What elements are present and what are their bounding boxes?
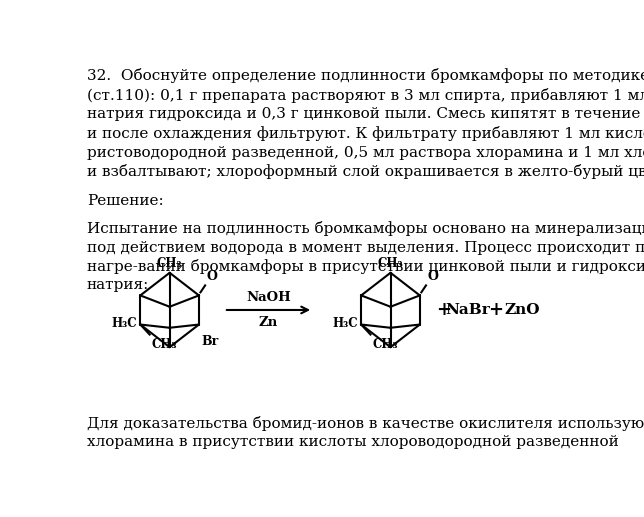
Text: Zn: Zn <box>259 316 278 329</box>
Text: Для доказательства бромид-ионов в качестве окислителя используют раствор
хлорами: Для доказательства бромид-ионов в качест… <box>87 416 644 449</box>
Text: H₃C: H₃C <box>111 317 137 330</box>
Text: CH₃: CH₃ <box>156 257 182 270</box>
Text: H₃C: H₃C <box>332 317 358 330</box>
Text: O: O <box>428 270 439 283</box>
Text: Испытание на подлинность бромкамфоры основано на минерализации брома
под действи: Испытание на подлинность бромкамфоры осн… <box>87 221 644 292</box>
Text: NaOH: NaOH <box>246 291 291 304</box>
Text: CH₃: CH₃ <box>151 339 177 352</box>
Text: CH₃: CH₃ <box>377 257 403 270</box>
Text: +: + <box>436 301 451 319</box>
Text: Br: Br <box>201 336 218 348</box>
Text: 32.  Обоснуйте определение подлинности бромкамфоры по методике ГФХ
(ст.110): 0,1: 32. Обоснуйте определение подлинности бр… <box>87 68 644 179</box>
Text: NaBr: NaBr <box>446 303 490 317</box>
Text: Решение:: Решение: <box>87 194 164 208</box>
Text: +: + <box>488 301 502 319</box>
Text: O: O <box>207 270 218 283</box>
Text: CH₃: CH₃ <box>372 339 398 352</box>
Text: ZnO: ZnO <box>504 303 540 317</box>
